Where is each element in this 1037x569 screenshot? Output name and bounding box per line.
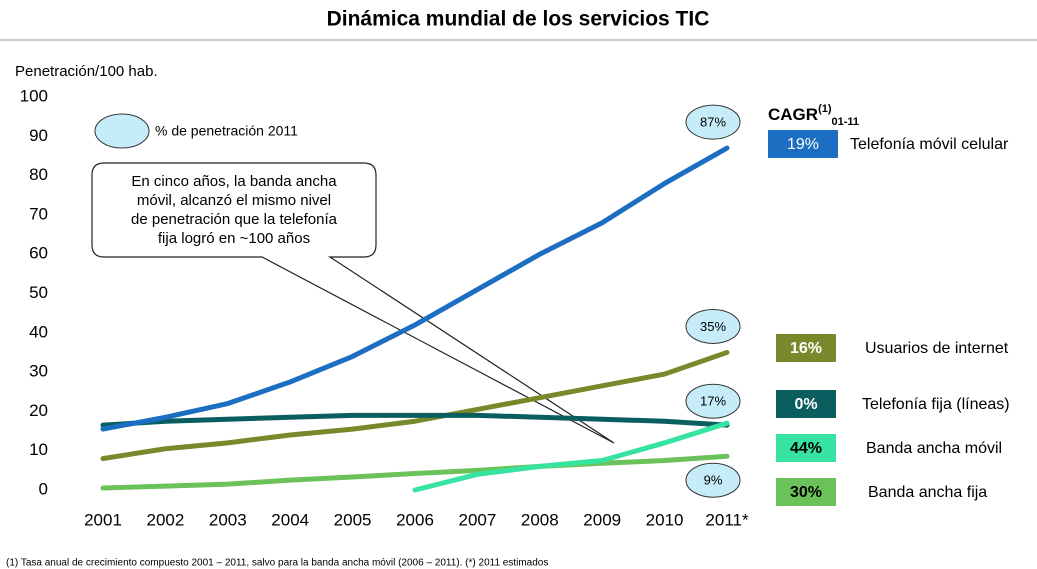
cagr-subscript: 01-11 [832,116,860,128]
bubble-legend-label: % de penetración 2011 [155,123,298,139]
legend-cagr: 30% [790,484,822,501]
value-label: 35% [700,319,726,334]
callout-box [91,162,615,444]
value-label: 87% [700,115,726,130]
cagr-title: CAGR(1)01-11 [768,103,859,128]
y-tick-label: 70 [29,204,48,223]
y-tick-label: 50 [29,283,48,302]
bubble-legend-icon [94,113,150,149]
legend-cagr: 0% [794,396,817,413]
callout: En cinco años, la banda ancha móvil, alca… [91,162,615,444]
series-line [100,349,730,462]
y-tick-label: 60 [29,244,48,263]
legend-label: Banda ancha fija [868,484,987,501]
value-bubble [685,462,741,498]
cagr-title-text: CAGR [768,105,818,124]
legend-label: Telefonía móvil celular [850,136,1009,153]
value-bubble [685,104,741,140]
y-tick-label: 20 [29,401,48,420]
value-label: 17% [700,394,726,409]
x-tick-label: 2002 [146,510,184,529]
callout-text: de penetración que la telefonía [131,211,338,228]
series-line [100,453,730,491]
legend-swatch [776,334,836,362]
y-tick-label: 30 [29,362,48,381]
x-tick-label: 2001 [84,510,122,529]
legend-swatch [776,434,836,462]
x-tick-label: 2011* [705,510,749,529]
series-line [412,420,730,493]
y-tick-label: 80 [29,165,48,184]
legend-label: Telefonía fija (líneas) [862,396,1010,413]
legend-swatch [776,390,836,418]
x-tick-label: 2008 [521,510,559,529]
x-tick-label: 2007 [458,510,496,529]
footnote: (1) Tasa anual de crecimiento compuesto … [6,558,548,569]
legend-cagr: 44% [790,440,822,457]
value-bubble [685,383,741,419]
y-tick-label: 40 [29,322,48,341]
y-tick-label: 100 [20,86,48,105]
y-tick-label: 0 [39,479,48,498]
y-axis-label: Penetración/100 hab. [15,63,158,80]
chart-title: Dinámica mundial de los servicios TIC [327,8,710,31]
x-tick-label: 2005 [334,510,372,529]
legend-label: Banda ancha móvil [866,440,1002,457]
y-tick-label: 10 [29,440,48,459]
value-bubble [685,308,741,344]
x-tick-label: 2010 [646,510,684,529]
series-line [100,412,730,428]
x-tick-label: 2004 [271,510,309,529]
legend-swatch [776,478,836,506]
cagr-superscript: (1) [818,103,832,115]
x-tick-label: 2009 [583,510,621,529]
y-tick-label: 90 [29,126,48,145]
legend-label: Usuarios de internet [865,340,1009,357]
legend-cagr: 19% [787,136,819,153]
series-line [100,145,730,432]
x-tick-label: 2006 [396,510,434,529]
callout-text: En cinco años, la banda ancha [131,173,337,190]
legend-cagr: 16% [790,340,822,357]
callout-text: fija logró en ~100 años [158,230,310,247]
value-label: 9% [704,473,723,488]
x-tick-label: 2003 [209,510,247,529]
legend-swatch [768,130,838,158]
callout-text: móvil, alcanzó el mismo nivel [137,192,331,209]
